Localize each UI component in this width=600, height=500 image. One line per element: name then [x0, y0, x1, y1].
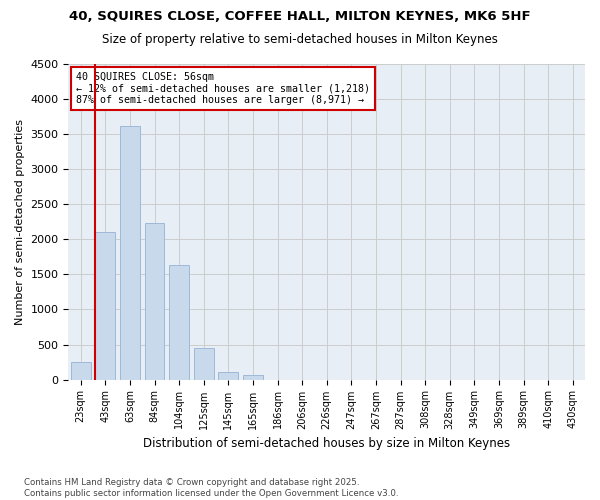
- X-axis label: Distribution of semi-detached houses by size in Milton Keynes: Distribution of semi-detached houses by …: [143, 437, 510, 450]
- Bar: [120, 126, 140, 380]
- Bar: [145, 223, 164, 380]
- Y-axis label: Number of semi-detached properties: Number of semi-detached properties: [15, 119, 25, 325]
- Text: 40, SQUIRES CLOSE, COFFEE HALL, MILTON KEYNES, MK6 5HF: 40, SQUIRES CLOSE, COFFEE HALL, MILTON K…: [69, 10, 531, 23]
- Text: Contains HM Land Registry data © Crown copyright and database right 2025.
Contai: Contains HM Land Registry data © Crown c…: [24, 478, 398, 498]
- Text: 40 SQUIRES CLOSE: 56sqm
← 12% of semi-detached houses are smaller (1,218)
87% of: 40 SQUIRES CLOSE: 56sqm ← 12% of semi-de…: [76, 72, 370, 105]
- Bar: [243, 376, 263, 380]
- Bar: [218, 372, 238, 380]
- Bar: [194, 348, 214, 380]
- Text: Size of property relative to semi-detached houses in Milton Keynes: Size of property relative to semi-detach…: [102, 32, 498, 46]
- Bar: [71, 362, 91, 380]
- Bar: [169, 266, 189, 380]
- Bar: [95, 232, 115, 380]
